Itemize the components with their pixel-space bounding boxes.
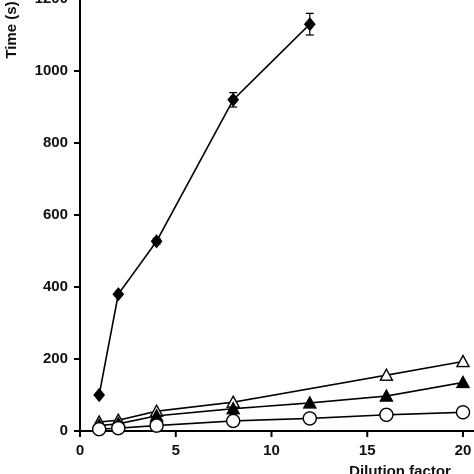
- point: [302, 395, 317, 409]
- point: [379, 388, 394, 402]
- point: [303, 17, 316, 32]
- point: [111, 420, 126, 436]
- x-tick-label: 15: [359, 442, 376, 459]
- point: [455, 354, 471, 368]
- point: [455, 374, 471, 389]
- point: [226, 401, 241, 415]
- y-tick-label: 1200: [35, 0, 68, 7]
- x-tick-label: 20: [455, 442, 472, 459]
- point: [225, 413, 241, 429]
- point: [455, 405, 471, 420]
- point: [379, 367, 394, 381]
- point: [91, 422, 107, 437]
- x-tick-label: 0: [76, 442, 84, 459]
- y-tick-label: 1000: [35, 62, 68, 79]
- point: [149, 418, 164, 433]
- point: [150, 234, 163, 249]
- point: [112, 287, 125, 302]
- y-tick-label: 0: [60, 422, 68, 439]
- y-tick-label: 800: [43, 134, 68, 151]
- x-axis-label: Dilution factor: [349, 463, 451, 474]
- point: [302, 411, 317, 426]
- point: [93, 387, 106, 403]
- series-line: [98, 23, 311, 396]
- point: [227, 92, 240, 107]
- y-tick-label: 400: [43, 278, 68, 295]
- y-tick-label: 200: [43, 350, 68, 367]
- x-tick-label: 10: [263, 442, 280, 459]
- y-axis-label: Time (s): [3, 1, 20, 58]
- point: [379, 407, 394, 422]
- y-tick-label: 600: [43, 206, 68, 223]
- x-tick-label: 5: [172, 442, 180, 459]
